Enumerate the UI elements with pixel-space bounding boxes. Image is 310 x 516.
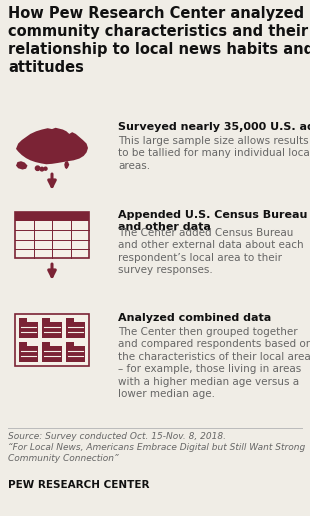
Text: Source: Survey conducted Oct. 15-Nov. 8, 2018.
“For Local News, Americans Embrac: Source: Survey conducted Oct. 15-Nov. 8,… <box>8 432 305 463</box>
Circle shape <box>35 166 40 170</box>
Polygon shape <box>64 161 69 169</box>
Circle shape <box>40 167 44 171</box>
FancyBboxPatch shape <box>42 321 62 338</box>
FancyBboxPatch shape <box>19 346 38 362</box>
Text: Surveyed nearly 35,000 U.S. adults: Surveyed nearly 35,000 U.S. adults <box>118 122 310 132</box>
FancyBboxPatch shape <box>19 342 27 346</box>
Text: How Pew Research Center analyzed
community characteristics and their
relationshi: How Pew Research Center analyzed communi… <box>8 6 310 75</box>
FancyBboxPatch shape <box>66 321 85 338</box>
Polygon shape <box>16 128 88 164</box>
Text: The Center added Census Bureau
and other external data about each
respondent’s l: The Center added Census Bureau and other… <box>118 228 303 275</box>
FancyBboxPatch shape <box>42 318 51 321</box>
FancyBboxPatch shape <box>66 318 74 321</box>
Text: This large sample size allows results
to be tallied for many individual local
ar: This large sample size allows results to… <box>118 136 310 171</box>
FancyBboxPatch shape <box>19 321 38 338</box>
FancyBboxPatch shape <box>66 346 85 362</box>
Text: Analyzed combined data: Analyzed combined data <box>118 313 271 323</box>
FancyBboxPatch shape <box>15 314 89 366</box>
Text: Appended U.S. Census Bureau
and other data: Appended U.S. Census Bureau and other da… <box>118 210 308 232</box>
FancyBboxPatch shape <box>19 318 27 321</box>
Text: PEW RESEARCH CENTER: PEW RESEARCH CENTER <box>8 480 149 490</box>
Text: The Center then grouped together
and compared respondents based on
the character: The Center then grouped together and com… <box>118 327 310 399</box>
FancyBboxPatch shape <box>15 212 89 221</box>
FancyBboxPatch shape <box>42 342 51 346</box>
Circle shape <box>44 167 47 170</box>
FancyBboxPatch shape <box>42 346 62 362</box>
FancyBboxPatch shape <box>66 342 74 346</box>
Polygon shape <box>16 161 28 170</box>
FancyBboxPatch shape <box>15 212 89 258</box>
